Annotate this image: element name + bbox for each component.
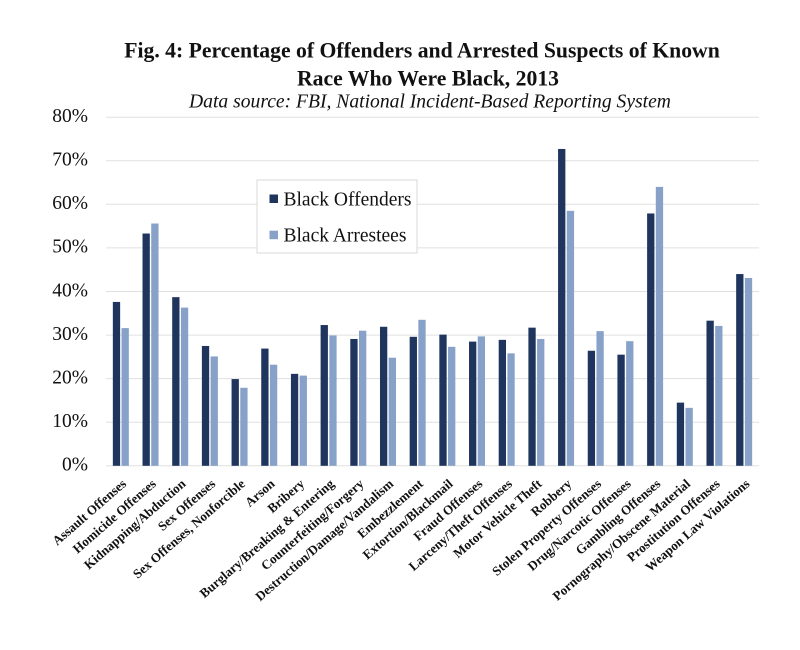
svg-text:Fig. 4: Percentage of Offender: Fig. 4: Percentage of Offenders and Arre… — [124, 39, 720, 63]
svg-text:Black Arrestees: Black Arrestees — [284, 226, 407, 247]
svg-text:Data source: FBI, National Inc: Data source: FBI, National Incident-Base… — [188, 92, 671, 113]
svg-text:0%: 0% — [62, 455, 88, 476]
svg-text:40%: 40% — [52, 280, 88, 301]
svg-text:50%: 50% — [52, 237, 88, 258]
svg-text:80%: 80% — [52, 106, 88, 127]
svg-text:10%: 10% — [52, 411, 88, 432]
svg-text:Race Who Were Black, 2013: Race Who Were Black, 2013 — [297, 67, 559, 91]
svg-text:60%: 60% — [52, 193, 88, 214]
svg-text:20%: 20% — [52, 367, 88, 388]
svg-text:70%: 70% — [52, 150, 88, 171]
svg-text:30%: 30% — [52, 324, 88, 345]
svg-text:Black Offenders: Black Offenders — [284, 190, 412, 211]
